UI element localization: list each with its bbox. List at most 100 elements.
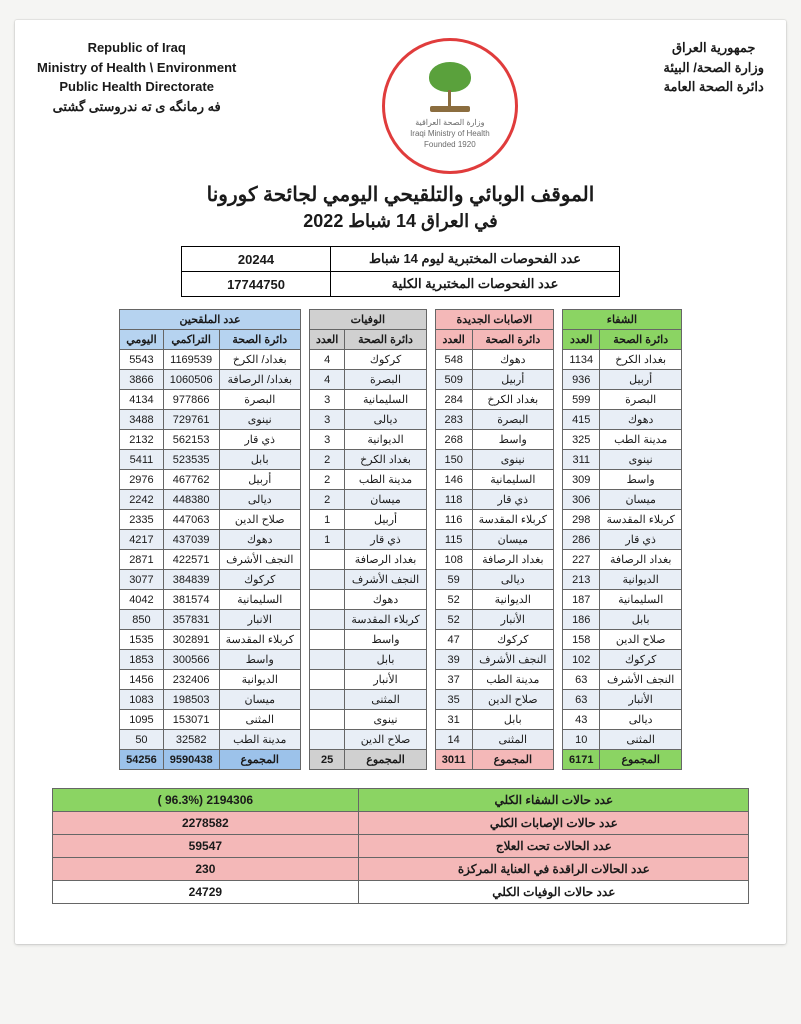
cell-dir: بغداد الرصافة [345, 550, 426, 570]
cell-dir: مدينة الطب [600, 430, 681, 450]
cell-count: 187 [563, 590, 600, 610]
cell-count: 1 [309, 530, 344, 550]
table-row: المثنى14 [435, 730, 553, 750]
cell-dir: البصرة [600, 390, 681, 410]
cell-count: 10 [563, 730, 600, 750]
table-row: النجف الأشرف [309, 570, 426, 590]
table-row: أربيل4677622976 [120, 470, 301, 490]
cell-count: 118 [435, 490, 472, 510]
cell-dir: بغداد/ الرصافة [219, 370, 300, 390]
cell-cum: 448380 [163, 490, 219, 510]
deaths-header: الوفيات [309, 310, 426, 330]
cell-count: 306 [563, 490, 600, 510]
table-row: نينوى [309, 710, 426, 730]
table-row: النجف الأشرف63 [563, 670, 682, 690]
cell-dir: أربيل [219, 470, 300, 490]
hdr-left-4: فه رمانگه ی ته ندروستی گشتی [37, 97, 236, 117]
cell-count: 115 [435, 530, 472, 550]
cell-dir: ديالى [472, 570, 553, 590]
header-right: جمهورية العراق وزارة الصحة/ البيئة دائرة… [663, 38, 764, 97]
cell-count: 63 [563, 670, 600, 690]
table-row: المثنى10 [563, 730, 682, 750]
table-row: الانبار357831850 [120, 610, 301, 630]
cell-dir: أربيل [345, 510, 426, 530]
col-dir: دائرة الصحة [600, 330, 681, 350]
cell-cum: 232406 [163, 670, 219, 690]
cell-dir: ديالى [600, 710, 681, 730]
cell-dir: البصرة [219, 390, 300, 410]
table-row: الديوانية3 [309, 430, 426, 450]
table-row: كربلاء المقدسة298 [563, 510, 682, 530]
col-cum: التراكمي [163, 330, 219, 350]
cell-count [309, 670, 344, 690]
cell-dir: نينوى [345, 710, 426, 730]
cell-count: 59 [435, 570, 472, 590]
cell-dir: الانبار [219, 610, 300, 630]
total-label: المجموع [472, 750, 553, 770]
cell-day: 2976 [120, 470, 164, 490]
cell-dir: واسط [219, 650, 300, 670]
tree-icon [420, 62, 480, 117]
cell-dir: أربيل [600, 370, 681, 390]
vaccinated-block: عدد الملقحيندائرة الصحةالتراكمياليوميبغد… [119, 309, 301, 770]
cell-cum: 1169539 [163, 350, 219, 370]
table-row: الأنبار [309, 670, 426, 690]
table-row: بابل [309, 650, 426, 670]
cell-count: 283 [435, 410, 472, 430]
cell-dir: واسط [600, 470, 681, 490]
col-count: العدد [435, 330, 472, 350]
cell-count: 102 [563, 650, 600, 670]
cell-day: 50 [120, 730, 164, 750]
table-row: دهوك4370394217 [120, 530, 301, 550]
summary-value: 2194306 (96.3% ) [52, 789, 359, 812]
cell-day: 1095 [120, 710, 164, 730]
col-day: اليومي [120, 330, 164, 350]
cell-dir: ذي قار [345, 530, 426, 550]
cell-cum: 562153 [163, 430, 219, 450]
summary-table: عدد حالات الشفاء الكلي2194306 (96.3% ) عد… [52, 788, 750, 904]
table-row: بغداد الكرخ1134 [563, 350, 682, 370]
cell-count [309, 570, 344, 590]
cell-dir: ميسان [472, 530, 553, 550]
cell-dir: الأنبار [345, 670, 426, 690]
table-row: ديالى3 [309, 410, 426, 430]
cell-dir: كركوك [600, 650, 681, 670]
cell-count: 298 [563, 510, 600, 530]
cell-count: 2 [309, 450, 344, 470]
table-row: الديوانية52 [435, 590, 553, 610]
cell-dir: بابل [345, 650, 426, 670]
cell-dir: المثنى [219, 710, 300, 730]
cell-dir: بغداد الرصافة [600, 550, 681, 570]
cell-count: 936 [563, 370, 600, 390]
cell-dir: واسط [472, 430, 553, 450]
recovery-header: الشفاء [563, 310, 682, 330]
table-row: ذي قار5621532132 [120, 430, 301, 450]
cell-count: 227 [563, 550, 600, 570]
col-count: العدد [309, 330, 344, 350]
cell-count: 43 [563, 710, 600, 730]
summary-row: عدد حالات الشفاء الكلي2194306 (96.3% ) [52, 789, 749, 812]
table-row: واسط [309, 630, 426, 650]
summary-value: 24729 [52, 881, 359, 904]
cell-dir: ذي قار [472, 490, 553, 510]
table-row: ميسان1985031083 [120, 690, 301, 710]
table-row: كركوك47 [435, 630, 553, 650]
tests-total-label: عدد الفحوصات المختبرية الكلية [331, 272, 620, 297]
table-row: مدينة الطب3258250 [120, 730, 301, 750]
table-row: البصرة599 [563, 390, 682, 410]
cell-day: 2132 [120, 430, 164, 450]
cell-count: 415 [563, 410, 600, 430]
cell-dir: واسط [345, 630, 426, 650]
cell-cum: 198503 [163, 690, 219, 710]
cell-cum: 729761 [163, 410, 219, 430]
summary-row: عدد حالات الوفيات الكلي24729 [52, 881, 749, 904]
tests-total-value: 17744750 [182, 272, 331, 297]
cell-cum: 302891 [163, 630, 219, 650]
table-row: بغداد الكرخ284 [435, 390, 553, 410]
hdr-left-3: Public Health Directorate [37, 77, 236, 97]
table-row: البصرة283 [435, 410, 553, 430]
table-row: كركوك4 [309, 350, 426, 370]
summary-row: عدد الحالات تحت العلاج59547 [52, 835, 749, 858]
cell-dir: ميسان [345, 490, 426, 510]
hdr-right-1: جمهورية العراق [663, 38, 764, 58]
